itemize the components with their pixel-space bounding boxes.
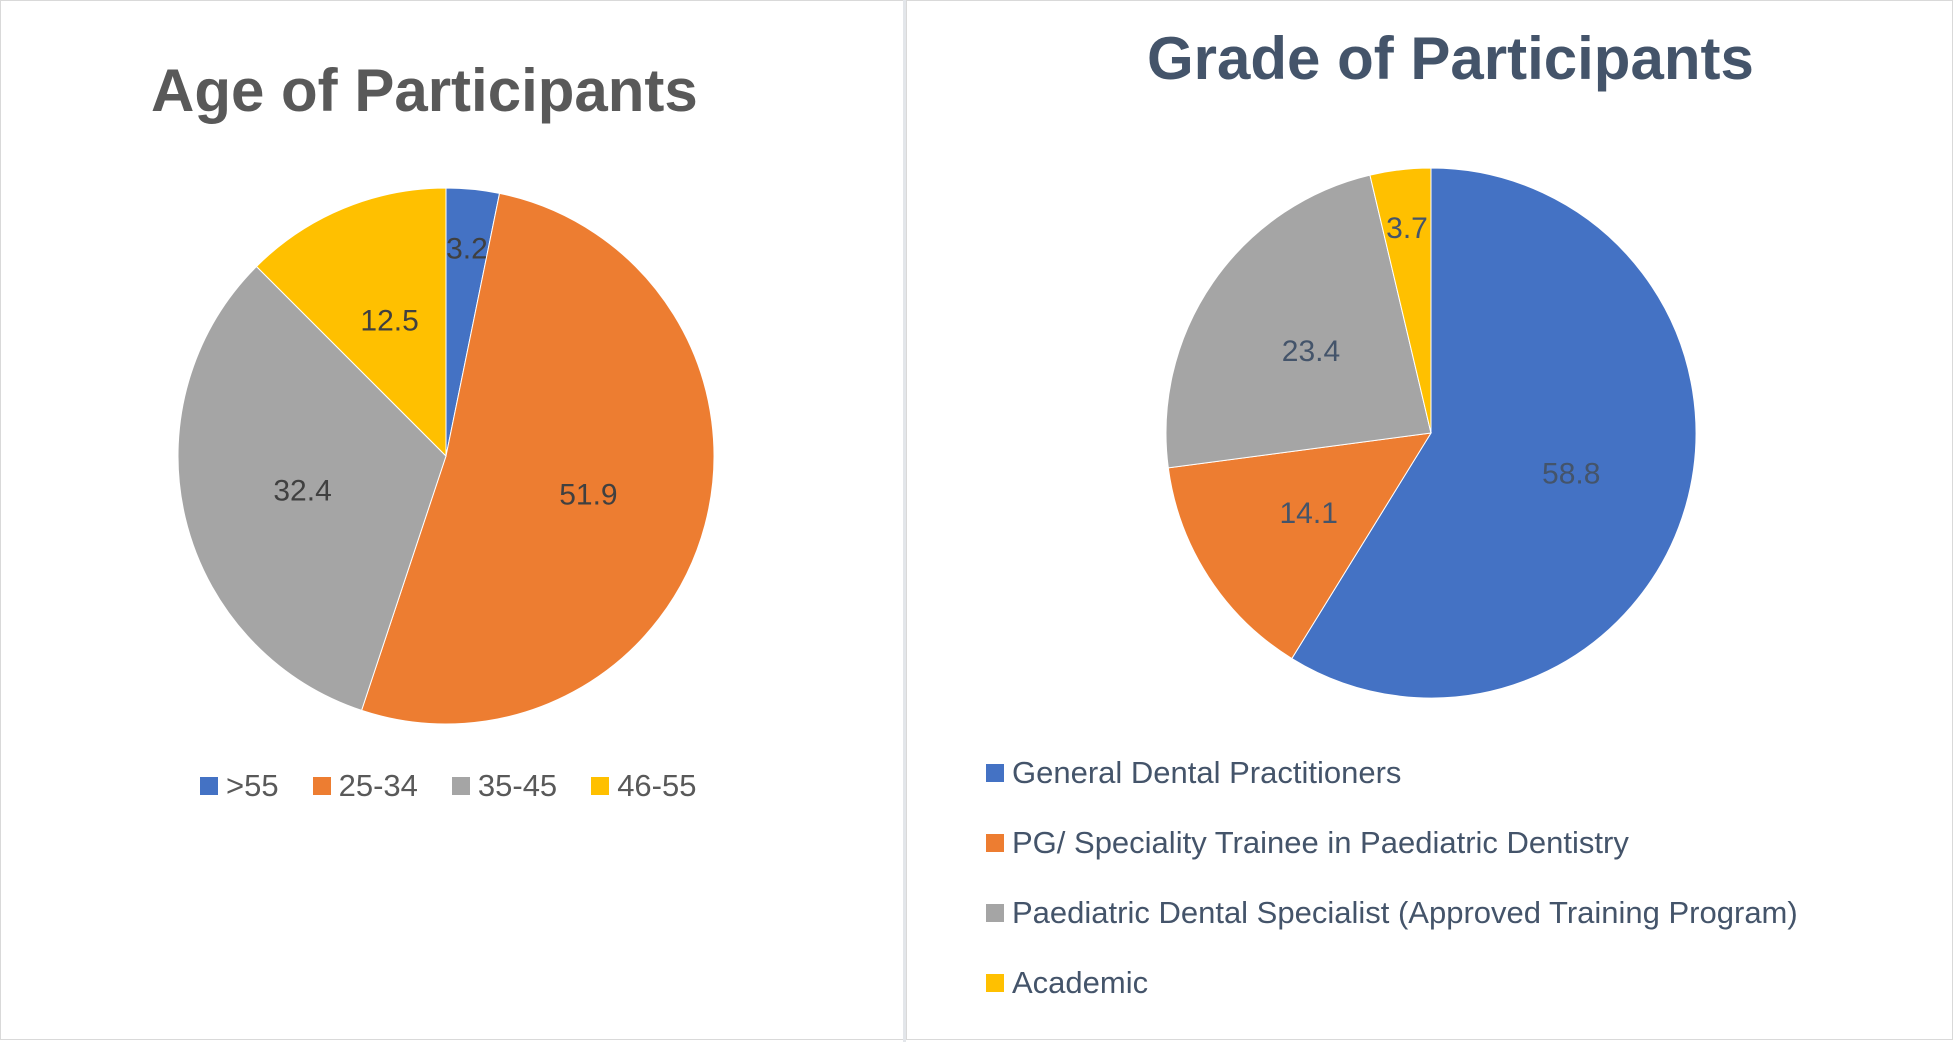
pie-slice: [360, 192, 715, 725]
legend-item: Academic: [986, 962, 1798, 1004]
legend-label: 25-34: [338, 768, 418, 803]
legend-swatch-icon: [312, 777, 331, 795]
pie-slice: [177, 265, 447, 711]
pie-data-label: 14.1: [1279, 497, 1337, 530]
legend-swatch-icon: [451, 777, 470, 795]
pie-slice: [1291, 167, 1697, 699]
legend-swatch-icon: [200, 777, 218, 795]
grade-chart-title: Grade of Participants: [1147, 25, 1754, 92]
legend-item: 35-45: [451, 768, 558, 804]
pie-slice: [1369, 167, 1432, 434]
legend-label: 46-55: [617, 768, 697, 803]
legend-swatch-icon: [986, 764, 1004, 782]
legend-label: >55: [226, 768, 279, 803]
age-pie-chart: 3.2 51.9 32.4 12.5: [177, 187, 715, 725]
pie-slice: [1165, 174, 1432, 469]
legend-item: 25-34: [312, 768, 418, 804]
pie-data-label: 51.9: [559, 479, 617, 512]
legend-label: 35-45: [477, 768, 558, 803]
pie-slice: [255, 187, 447, 458]
grade-pie-chart: 58.8 14.1 23.4 3.7: [1165, 167, 1697, 699]
pie-data-label: 3.7: [1386, 212, 1428, 245]
legend-label: PG/ Speciality Trainee in Paediatric Den…: [1012, 825, 1629, 860]
age-chart-title: Age of Participants: [151, 57, 698, 124]
legend-swatch-icon: [986, 904, 1004, 922]
legend-label: Paediatric Dental Specialist (Approved T…: [1012, 895, 1798, 930]
pie-slice: [1167, 432, 1432, 660]
legend-swatch-icon: [986, 974, 1004, 992]
age-legend: >55 25-34 35-45 46-55: [200, 768, 730, 804]
pie-data-label: 12.5: [360, 304, 418, 337]
legend-item: PG/ Speciality Trainee in Paediatric Den…: [986, 822, 1798, 864]
legend-swatch-icon: [591, 777, 610, 795]
legend-item: Paediatric Dental Specialist (Approved T…: [986, 892, 1798, 934]
legend-item: General Dental Practitioners: [986, 752, 1798, 794]
pie-data-label: 3.2: [446, 233, 488, 266]
legend-label: Academic: [1012, 965, 1149, 1000]
legend-label: General Dental Practitioners: [1012, 755, 1402, 790]
grade-legend: General Dental Practitioners PG/ Special…: [986, 752, 1798, 1032]
legend-item: 46-55: [591, 768, 696, 804]
pie-data-label: 23.4: [1282, 335, 1340, 368]
pie-data-label: 32.4: [273, 474, 331, 507]
panel-divider: [903, 0, 906, 1042]
pie-data-label: 58.8: [1542, 457, 1600, 490]
legend-item: >55: [200, 768, 279, 804]
legend-swatch-icon: [986, 834, 1004, 852]
